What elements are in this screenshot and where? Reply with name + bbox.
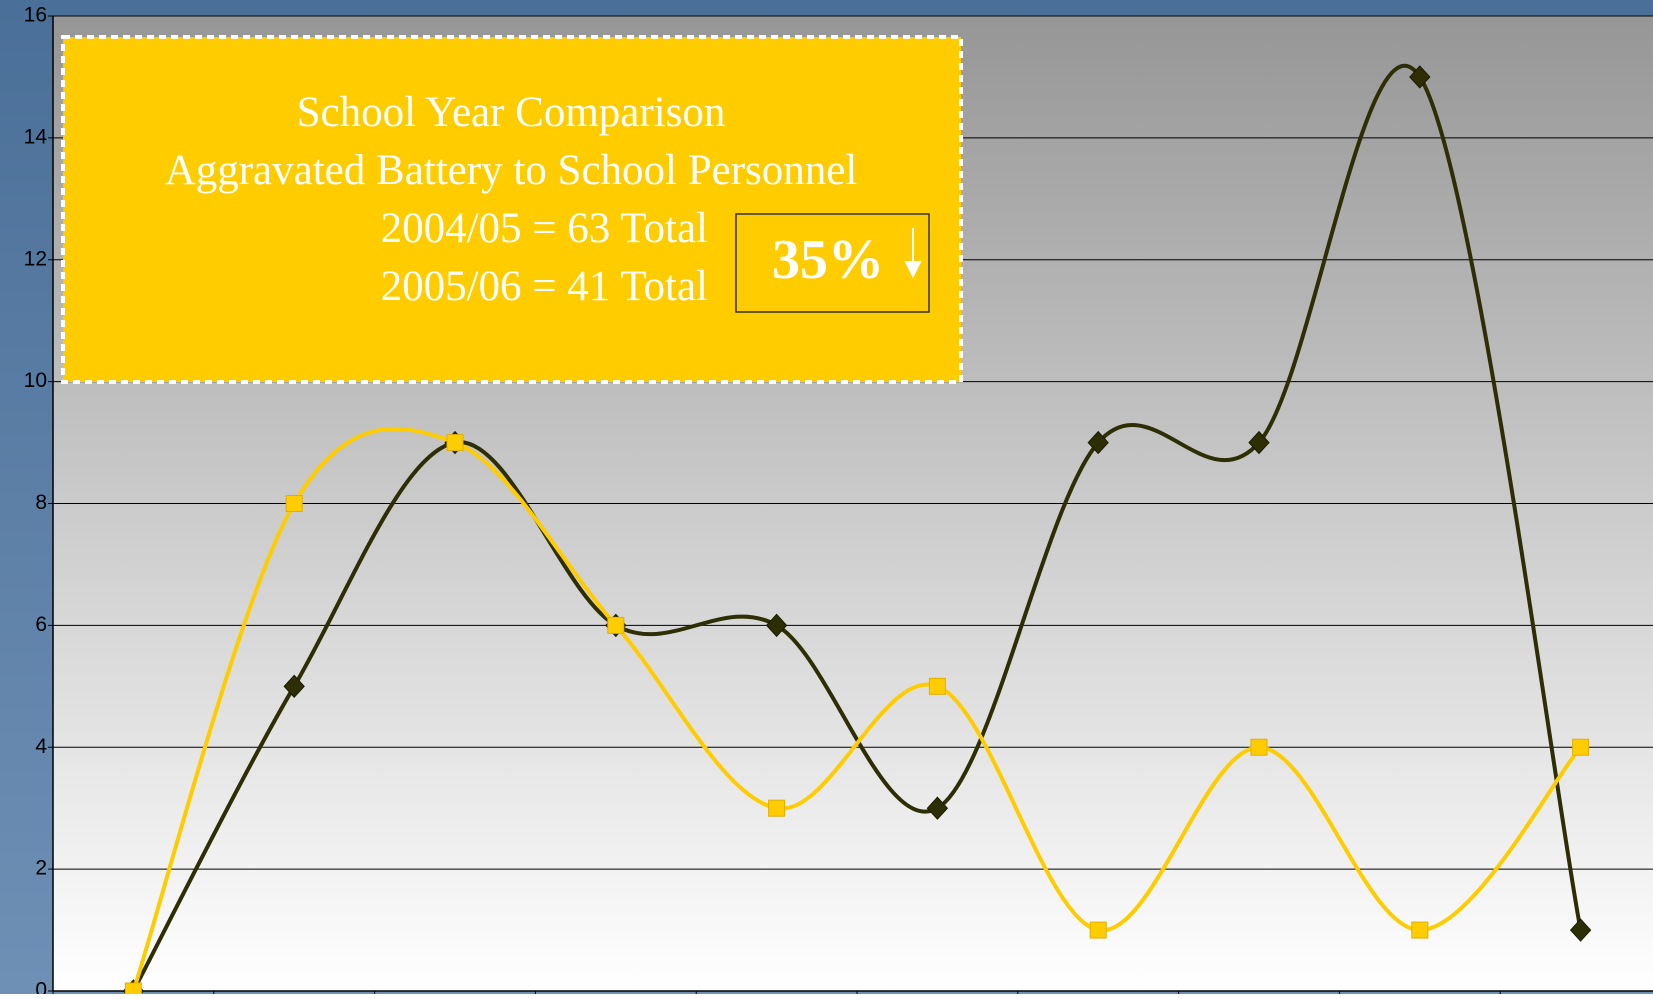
y-tick-label: 16: [24, 4, 47, 27]
down-arrow: [904, 228, 922, 279]
percent-label: 35%: [772, 229, 884, 291]
marker: [1411, 921, 1429, 939]
marker: [926, 796, 949, 820]
y-tick-label: 10: [24, 369, 47, 392]
marker: [765, 613, 788, 638]
marker: [768, 799, 786, 817]
marker: [1089, 921, 1107, 939]
y-tick-label: 14: [24, 125, 48, 148]
y-tick-label: 8: [35, 491, 47, 514]
subtitle: Aggravated Battery to School Personnel: [165, 147, 858, 194]
y-tick-label: 2: [35, 857, 47, 880]
marker: [928, 677, 946, 695]
y-tick-label: 4: [35, 735, 47, 758]
marker: [607, 616, 625, 634]
marker: [1572, 738, 1590, 756]
marker: [124, 982, 142, 999]
y-tick-label: 12: [24, 247, 47, 270]
marker: [1250, 738, 1268, 756]
marker: [1569, 918, 1592, 942]
percent-box: [735, 213, 930, 313]
marker: [283, 674, 305, 699]
marker: [1248, 430, 1270, 455]
annotation-box: [61, 35, 963, 384]
annotation: 2005/06 = 41 Total: [381, 263, 708, 310]
title: School Year Comparison: [297, 89, 726, 136]
y-tick-label: 6: [35, 613, 47, 636]
marker: [1087, 430, 1109, 455]
annotation: 2004/05 = 63 Total: [381, 205, 708, 252]
y-tick-label: 0: [35, 979, 47, 994]
marker: [1409, 65, 1431, 89]
series-line: [131, 426, 1583, 992]
marker: [446, 434, 464, 452]
marker: [285, 495, 303, 512]
